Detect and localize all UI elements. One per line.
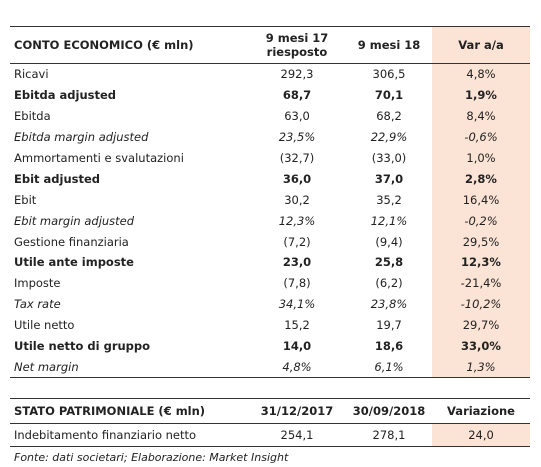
table-cell: 1,9% xyxy=(432,84,530,106)
table-cell: Ebit adjusted xyxy=(14,171,101,186)
header-cell: 30/09/2018 xyxy=(352,404,426,418)
table-cell: 34,1% xyxy=(278,297,316,312)
table-row: Tax rate 34,1% 23,8% -10,2% xyxy=(10,293,530,315)
table-cell: (6,2) xyxy=(375,276,403,291)
table-cell: 63,0 xyxy=(284,109,310,124)
table-cell: (7,2) xyxy=(283,234,311,249)
table-cell: Ricavi xyxy=(14,67,49,82)
table-cell: 18,6 xyxy=(374,339,404,354)
table-cell: Utile netto di gruppo xyxy=(14,339,151,354)
table-cell: 37,0 xyxy=(374,171,404,186)
table-row: Ebit 30,2 35,2 16,4% xyxy=(10,189,530,211)
header-row: STATO PATRIMONIALE (€ mln) 31/12/2017 30/0… xyxy=(10,398,530,424)
table-cell: Ebitda adjusted xyxy=(14,88,117,103)
table-cell: Imposte xyxy=(14,276,61,291)
table-cell: 36,0 xyxy=(282,171,312,186)
table-cell: 23,8% xyxy=(370,297,408,312)
table-cell: Tax rate xyxy=(14,297,61,312)
table-cell: 70,1 xyxy=(374,88,404,103)
table-cell: 16,4% xyxy=(432,189,530,211)
header-cell: 9 mesi 18 xyxy=(357,38,421,52)
table-cell: 278,1 xyxy=(372,428,406,442)
table-row: Net margin 4,8% 6,1% 1,3% xyxy=(10,356,530,379)
table-cell: Net margin xyxy=(14,359,79,374)
header-row: CONTO ECONOMICO (€ mln) 9 mesi 17 riespos… xyxy=(10,26,530,64)
table-cell: Utile ante imposte xyxy=(14,255,134,270)
table-cell: -0,2% xyxy=(432,210,530,232)
table-cell: Ammortamenti e svalutazioni xyxy=(14,151,184,165)
table-cell: 23,5% xyxy=(278,130,316,145)
table-cell: 30,2 xyxy=(284,192,310,207)
table-cell: 68,2 xyxy=(376,109,402,124)
table-cell: 254,1 xyxy=(280,428,314,442)
table-cell: 23,0 xyxy=(282,255,312,270)
header-cell: 31/12/2017 xyxy=(260,404,334,418)
table-cell: (33,0) xyxy=(371,151,407,165)
header-cell: Var a/a xyxy=(432,27,530,63)
table-cell: 12,3% xyxy=(432,252,530,273)
table-cell: 68,7 xyxy=(282,88,312,103)
table-row: Ebit margin adjusted 12,3% 12,1% -0,2% xyxy=(10,210,530,232)
table-cell: -21,4% xyxy=(432,272,530,294)
table-cell: Gestione finanziaria xyxy=(14,234,129,249)
table-cell: 19,7 xyxy=(376,318,402,333)
table-cell: Ebit margin adjusted xyxy=(14,213,135,228)
table-cell: Ebitda margin adjusted xyxy=(14,130,149,145)
table-row: Imposte (7,8) (6,2) -21,4% xyxy=(10,272,530,294)
table-cell: 22,9% xyxy=(370,130,408,145)
table-row: Ebitda adjusted 68,7 70,1 1,9% xyxy=(10,84,530,106)
table-cell: -10,2% xyxy=(432,293,530,315)
table-cell: 306,5 xyxy=(372,67,406,82)
table-cell: (7,8) xyxy=(283,276,311,291)
table-cell: 4,8% xyxy=(282,359,312,374)
table-cell: 1,0% xyxy=(432,147,530,169)
table-cell: 2,8% xyxy=(432,168,530,190)
table-row: Ammortamenti e svalutazioni (32,7) (33,0) 1… xyxy=(10,147,530,169)
table-cell: Indebitamento finanziario netto xyxy=(14,428,197,442)
table-row: Ebit adjusted 36,0 37,0 2,8% xyxy=(10,168,530,190)
income-table: CONTO ECONOMICO (€ mln) 9 mesi 17 riespos… xyxy=(10,26,530,379)
header-cell: Variazione xyxy=(432,399,530,423)
table-cell: 4,8% xyxy=(432,64,530,85)
table-row: Ebitda margin adjusted 23,5% 22,9% -0,6% xyxy=(10,126,530,148)
table-cell: 25,8 xyxy=(374,255,404,270)
table-row: Utile netto di gruppo 14,0 18,6 33,0% xyxy=(10,335,530,357)
table-cell: 12,1% xyxy=(370,213,408,228)
table-cell: 6,1% xyxy=(374,359,404,374)
table-row: Utile netto 15,2 19,7 29,7% xyxy=(10,314,530,336)
table-cell: 33,0% xyxy=(432,335,530,357)
table-row: Ricavi 292,3 306,5 4,8% xyxy=(10,64,530,85)
table-row: Ebitda 63,0 68,2 8,4% xyxy=(10,105,530,127)
table-cell: 24,0 xyxy=(432,424,530,446)
footnote: Fonte: dati societari; Elaborazione: Mar… xyxy=(14,451,289,464)
table-cell: (32,7) xyxy=(279,151,315,165)
table-cell: 14,0 xyxy=(282,339,312,354)
table-cell: Ebit xyxy=(14,192,37,207)
table-cell: 1,3% xyxy=(432,356,530,378)
table-cell: 292,3 xyxy=(280,67,314,82)
balance-table: STATO PATRIMONIALE (€ mln) 31/12/2017 30/0… xyxy=(10,398,530,447)
table-cell: 12,3% xyxy=(278,213,316,228)
table-cell: -0,6% xyxy=(432,126,530,148)
table-cell: Ebitda xyxy=(14,109,51,124)
table-cell: 35,2 xyxy=(376,192,402,207)
table-cell: 29,7% xyxy=(432,314,530,336)
table-cell: (9,4) xyxy=(375,234,403,249)
header-cell: CONTO ECONOMICO (€ mln) xyxy=(14,38,194,52)
table-row: Utile ante imposte 23,0 25,8 12,3% xyxy=(10,252,530,273)
table-row: Indebitamento finanziario netto 254,1 278,… xyxy=(10,424,530,447)
header-cell: STATO PATRIMONIALE (€ mln) xyxy=(14,404,206,418)
table-cell: 29,5% xyxy=(432,231,530,253)
table-cell: 8,4% xyxy=(432,105,530,127)
header-cell: 9 mesi 17 riesposto xyxy=(265,31,329,59)
table-cell: Utile netto xyxy=(14,318,75,333)
table-cell: 15,2 xyxy=(284,318,310,333)
table-row: Gestione finanziaria (7,2) (9,4) 29,5% xyxy=(10,231,530,253)
